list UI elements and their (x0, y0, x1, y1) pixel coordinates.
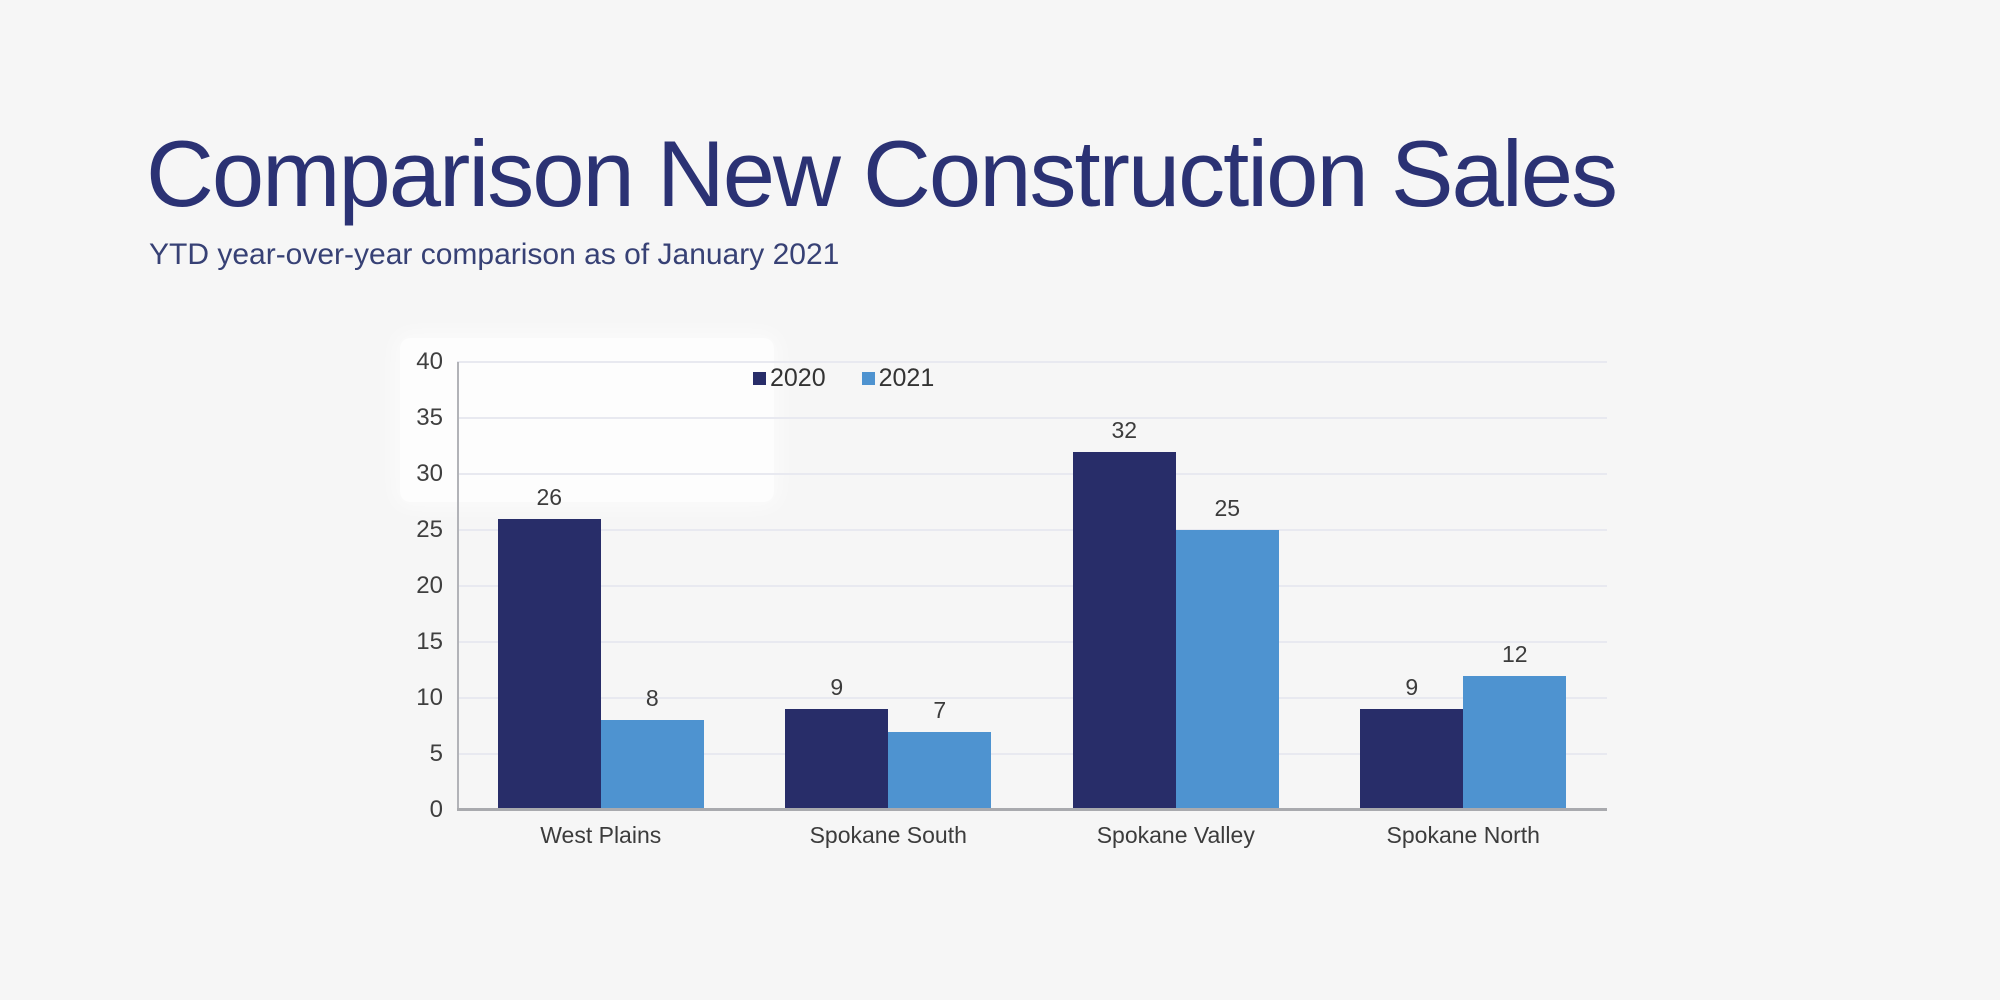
bar-2021-spokane-north: 12 (1463, 641, 1567, 810)
bar-value-label-2020-spokane-north: 9 (1405, 674, 1419, 701)
gridline-y-35 (457, 417, 1607, 419)
bar-group-west-plains: 26 8 (457, 362, 745, 810)
bar-2020-spokane-valley: 32 (1072, 417, 1176, 810)
x-axis-category-labels: West Plains Spokane South Spokane Valley Sp… (457, 822, 1607, 849)
y-axis-line (457, 362, 459, 810)
legend-label-2020: 2020 (770, 364, 826, 392)
legend-label-2021: 2021 (878, 364, 935, 392)
bar-group-spokane-north: 9 12 (1320, 362, 1608, 810)
y-tick-label-10: 10 (416, 684, 443, 711)
gridline-y-40 (457, 361, 1607, 363)
y-tick-label-35: 35 (416, 404, 443, 431)
bar-2020-spokane-south: 9 (785, 674, 889, 810)
x-axis-line (457, 808, 1607, 811)
y-tick-label-20: 20 (416, 572, 443, 599)
y-tick-label-5: 5 (429, 740, 443, 767)
bar-value-label-2020-spokane-valley: 32 (1111, 416, 1138, 443)
y-tick-label-15: 15 (416, 628, 443, 655)
bar-2021-west-plains: 8 (600, 685, 704, 810)
legend-swatch-2021 (861, 372, 875, 385)
legend-item-2021: 2021 (861, 364, 935, 393)
x-axis-label-west-plains: West Plains (540, 822, 662, 848)
bar-2020-spokane-north: 9 (1360, 674, 1464, 810)
gridline-y-10 (457, 697, 1607, 699)
x-axis-label-spokane-south: Spokane South (809, 822, 967, 848)
y-tick-label-25: 25 (416, 516, 443, 543)
gridline-y-5 (457, 753, 1607, 755)
y-tick-label-30: 30 (416, 460, 443, 487)
bar-2020-west-plains: 26 (497, 484, 601, 810)
bar-value-label-2021-spokane-south: 7 (933, 696, 947, 723)
bar-group-spokane-valley: 32 25 (1032, 362, 1320, 810)
bar-2021-spokane-south: 7 (888, 697, 992, 810)
legend-swatch-2020 (753, 372, 766, 385)
x-axis-label-spokane-valley: Spokane Valley (1096, 822, 1255, 848)
bar-value-label-2020-west-plains: 26 (536, 483, 563, 510)
gridline-y-15 (457, 641, 1607, 643)
bar-value-label-2021-spokane-valley: 25 (1214, 495, 1241, 521)
gridline-y-20 (457, 585, 1607, 587)
gridline-y-25 (457, 529, 1607, 531)
y-axis-tick-labels: 0 5 10 15 20 25 30 35 40 (355, 349, 443, 823)
x-axis-label-spokane-north: Spokane North (1386, 822, 1540, 848)
gridline-y-30 (457, 473, 1607, 475)
legend-item-2020: 2020 (753, 364, 826, 393)
bar-groups: 26 8 9 7 32 25 9 12 (457, 362, 1607, 810)
page-title: Comparison New Construction Sales (146, 121, 1618, 226)
bar-value-label-2020-spokane-south: 9 (830, 674, 844, 701)
bar-value-label-2021-west-plains: 8 (645, 685, 659, 712)
bar-2021-spokane-valley: 25 (1175, 495, 1279, 810)
page-subtitle: YTD year-over-year comparison as of Janu… (149, 238, 840, 271)
bar-value-label-2021-spokane-north: 12 (1501, 640, 1528, 667)
y-tick-label-40: 40 (416, 348, 443, 375)
chart-legend: 2020 2021 (753, 364, 934, 393)
bar-chart-plot-area: 26 8 9 7 32 25 9 12 (457, 361, 1607, 811)
y-tick-label-0: 0 (429, 796, 443, 823)
